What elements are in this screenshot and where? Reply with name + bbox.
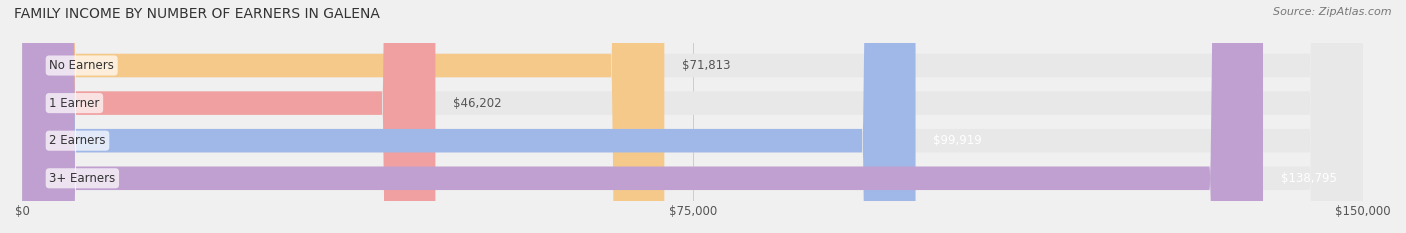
FancyBboxPatch shape	[22, 0, 1364, 233]
Text: 1 Earner: 1 Earner	[49, 97, 100, 110]
FancyBboxPatch shape	[22, 0, 1364, 233]
Text: $138,795: $138,795	[1281, 172, 1337, 185]
FancyBboxPatch shape	[22, 0, 664, 233]
Text: $46,202: $46,202	[453, 97, 502, 110]
Text: 2 Earners: 2 Earners	[49, 134, 105, 147]
FancyBboxPatch shape	[22, 0, 1263, 233]
FancyBboxPatch shape	[22, 0, 436, 233]
Text: No Earners: No Earners	[49, 59, 114, 72]
FancyBboxPatch shape	[22, 0, 915, 233]
FancyBboxPatch shape	[22, 0, 1364, 233]
Text: $99,919: $99,919	[934, 134, 983, 147]
Text: FAMILY INCOME BY NUMBER OF EARNERS IN GALENA: FAMILY INCOME BY NUMBER OF EARNERS IN GA…	[14, 7, 380, 21]
FancyBboxPatch shape	[22, 0, 1364, 233]
Text: 3+ Earners: 3+ Earners	[49, 172, 115, 185]
Text: Source: ZipAtlas.com: Source: ZipAtlas.com	[1274, 7, 1392, 17]
Text: $71,813: $71,813	[682, 59, 731, 72]
